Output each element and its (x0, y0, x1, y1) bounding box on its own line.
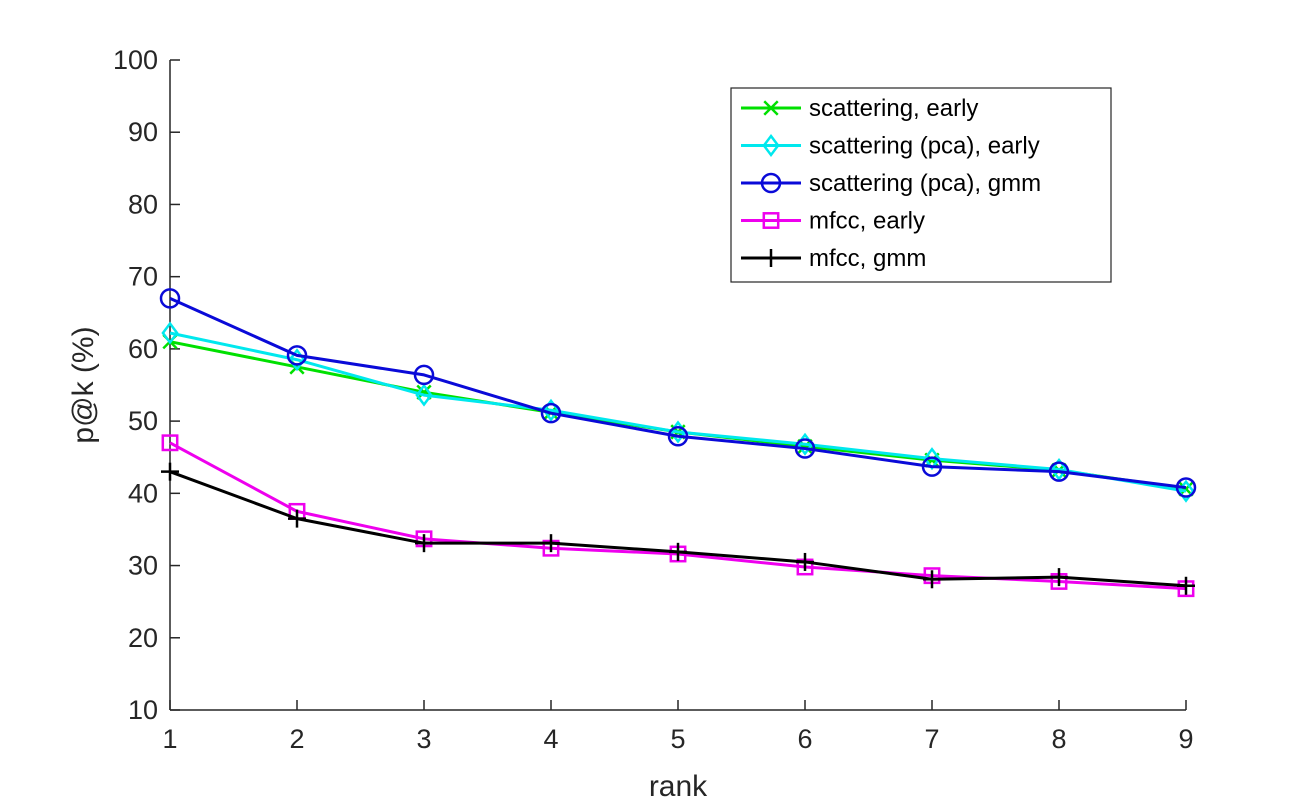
data-point (1177, 576, 1195, 595)
legend-swatch-marker (762, 212, 780, 229)
legend-swatch-marker (762, 249, 780, 267)
legend-label: mfcc, early (809, 208, 925, 235)
x-tick-label: 3 (416, 724, 431, 754)
x-tick-label: 4 (543, 724, 558, 754)
data-point (415, 383, 433, 407)
data-point (796, 552, 814, 571)
x-tick-label: 2 (289, 724, 304, 754)
data-point (413, 364, 435, 386)
legend-label: scattering (pca), early (809, 133, 1040, 160)
legend-entry: scattering, early (741, 95, 978, 122)
y-tick-label: 50 (128, 406, 158, 436)
y-tick-label: 10 (128, 695, 158, 725)
legend-label: scattering, early (809, 95, 978, 122)
x-tick-label: 9 (1178, 724, 1193, 754)
x-axis-title: rank (649, 770, 708, 803)
data-point (415, 534, 433, 553)
axes: 10 20 30 40 50 60 70 80 90 100 1 2 3 4 5 6 7 8 9 rank p@k (%… (67, 45, 1194, 803)
y-tick-label: 100 (113, 45, 158, 75)
y-tick-label: 30 (128, 551, 158, 581)
legend-swatch-marker (763, 100, 779, 116)
data-point (161, 321, 179, 345)
series-4 (161, 434, 1195, 598)
series-lines (159, 288, 1197, 598)
data-point (1048, 461, 1070, 482)
legend: scattering, early scattering (pca), early… (730, 87, 1112, 283)
legend-box (730, 87, 1112, 283)
series-5 (161, 462, 1195, 595)
x-tick-label: 6 (797, 724, 812, 754)
legend-label: scattering (pca), gmm (809, 170, 1041, 197)
data-point (1175, 477, 1197, 498)
series-line (169, 296, 1187, 490)
data-point (1050, 568, 1068, 587)
data-point (540, 402, 562, 424)
data-point (542, 398, 560, 422)
legend-entry: mfcc, early (741, 208, 925, 235)
y-tick-label: 20 (128, 623, 158, 653)
series-2 (161, 321, 1195, 503)
series-line (169, 331, 1187, 493)
legend-swatch-marker (760, 172, 782, 194)
legend-entry: scattering (pca), early (741, 133, 1040, 160)
x-tick-label: 1 (162, 724, 177, 754)
x-tick-label: 5 (670, 724, 685, 754)
data-point (669, 542, 687, 561)
data-point (161, 462, 179, 481)
data-point (794, 438, 816, 459)
data-point (923, 447, 941, 471)
data-point (667, 426, 689, 447)
legend-entry: mfcc, gmm (741, 245, 926, 272)
series-line (169, 441, 1187, 591)
y-tick-label: 60 (128, 334, 158, 364)
data-point (921, 456, 943, 477)
series-3 (159, 288, 1197, 498)
legend-entry: scattering (pca), gmm (741, 170, 1041, 197)
legend-swatch-marker (762, 133, 780, 158)
data-point (542, 534, 560, 553)
y-tick-label: 70 (128, 262, 158, 292)
data-point (159, 288, 181, 309)
y-axis-title: p@k (%) (67, 326, 100, 443)
x-tick-label: 8 (1051, 724, 1066, 754)
data-point (923, 570, 941, 589)
data-point (286, 345, 308, 366)
y-tick-label: 90 (128, 117, 158, 147)
y-tick-label: 40 (128, 478, 158, 508)
data-point (288, 509, 306, 528)
marker-stroke (763, 100, 779, 116)
data-point (161, 434, 179, 452)
series-line (169, 470, 1187, 588)
y-tick-label: 80 (128, 189, 158, 219)
data-point (1050, 457, 1068, 482)
legend-label: mfcc, gmm (809, 245, 926, 272)
x-tick-label: 7 (924, 724, 939, 754)
